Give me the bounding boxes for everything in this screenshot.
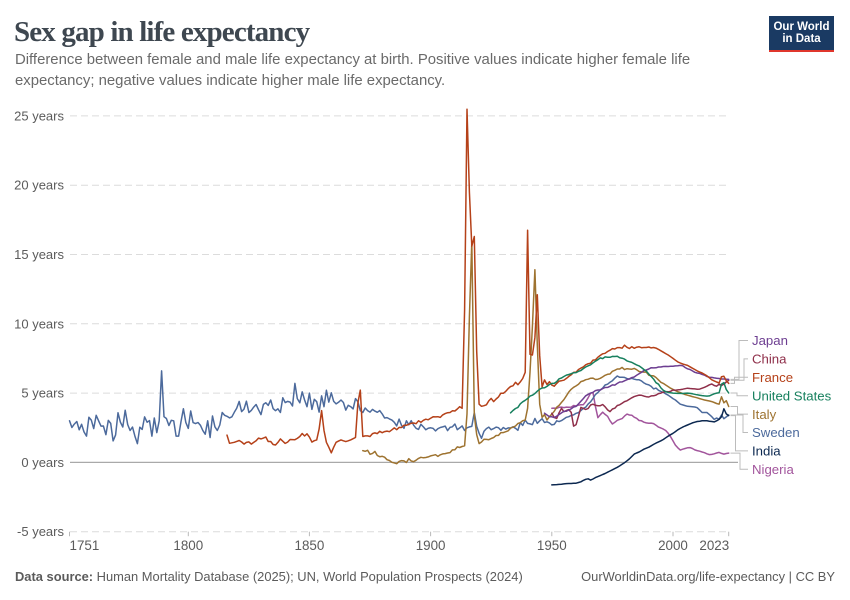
svg-text:5 years: 5 years (21, 386, 64, 401)
svg-text:10 years: 10 years (14, 316, 64, 331)
svg-text:France: France (752, 370, 793, 385)
svg-text:-5 years: -5 years (17, 524, 64, 539)
svg-text:0 years: 0 years (21, 455, 64, 470)
svg-text:2023: 2023 (699, 538, 729, 553)
svg-text:China: China (752, 352, 787, 367)
svg-text:15 years: 15 years (14, 247, 64, 262)
svg-text:United States: United States (752, 388, 832, 403)
svg-text:1800: 1800 (173, 538, 203, 553)
svg-text:2000: 2000 (658, 538, 688, 553)
svg-text:1751: 1751 (70, 538, 100, 553)
svg-text:1950: 1950 (537, 538, 567, 553)
svg-text:25 years: 25 years (14, 108, 64, 123)
svg-text:Italy: Italy (752, 407, 777, 422)
svg-text:Sweden: Sweden (752, 425, 800, 440)
svg-text:India: India (752, 444, 781, 459)
svg-text:20 years: 20 years (14, 178, 64, 193)
svg-text:1900: 1900 (416, 538, 446, 553)
svg-text:Nigeria: Nigeria (752, 462, 794, 477)
svg-text:1850: 1850 (295, 538, 325, 553)
svg-text:Japan: Japan (752, 333, 788, 348)
